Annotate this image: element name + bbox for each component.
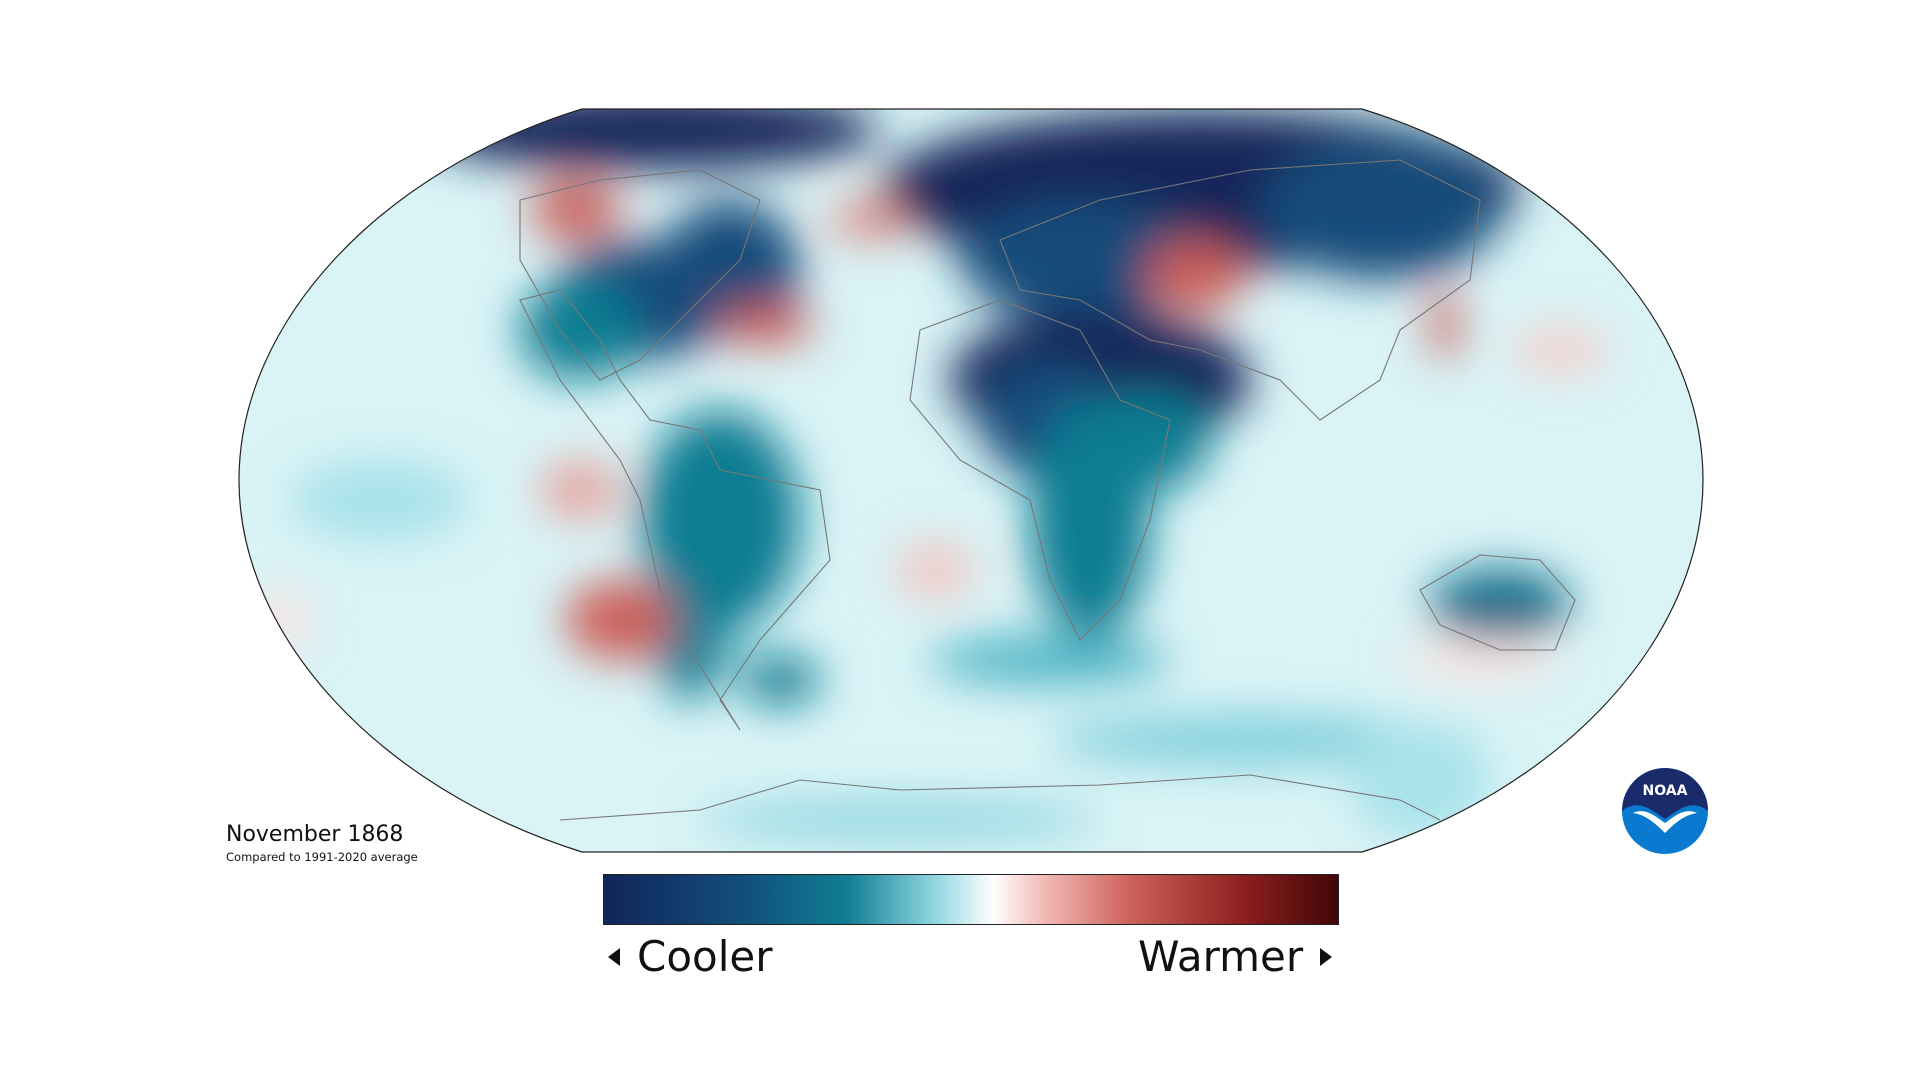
anomaly-region	[520, 280, 640, 380]
anomaly-region	[1260, 140, 1500, 280]
cooler-label: Cooler	[637, 932, 773, 981]
anomaly-region	[1145, 240, 1245, 310]
anomaly-region	[250, 590, 310, 650]
anomaly-region	[715, 305, 815, 345]
anomaly-region	[1510, 325, 1610, 375]
map-subtitle: Compared to 1991-2020 average	[226, 850, 418, 864]
anomaly-region	[540, 460, 620, 520]
anomaly-region	[830, 200, 910, 240]
noaa-logo: NOAA	[1622, 768, 1708, 854]
warmer-label: Warmer	[1138, 932, 1304, 981]
anomaly-region	[1090, 390, 1210, 490]
anomaly-region	[650, 540, 730, 700]
anomaly-region	[930, 635, 1170, 685]
anomaly-region	[1430, 290, 1460, 360]
anomaly-region	[530, 180, 620, 240]
color-scale-bar	[603, 874, 1339, 925]
anomaly-region	[1430, 570, 1570, 640]
anomaly-region	[895, 540, 975, 600]
anomaly-region	[740, 655, 820, 705]
noaa-logo-text: NOAA	[1643, 783, 1688, 799]
anomaly-region	[565, 580, 675, 660]
anomaly-region	[1350, 720, 1490, 840]
anomaly-region	[700, 800, 1100, 840]
coastlines	[519, 159, 1576, 821]
anomaly-region	[1400, 640, 1560, 680]
right-arrow-icon	[1320, 948, 1332, 966]
left-arrow-icon	[608, 948, 620, 966]
anomaly-region	[1050, 715, 1450, 765]
anomaly-region	[290, 460, 470, 540]
anomaly-region	[420, 109, 880, 170]
map-title: November 1868	[226, 822, 404, 847]
